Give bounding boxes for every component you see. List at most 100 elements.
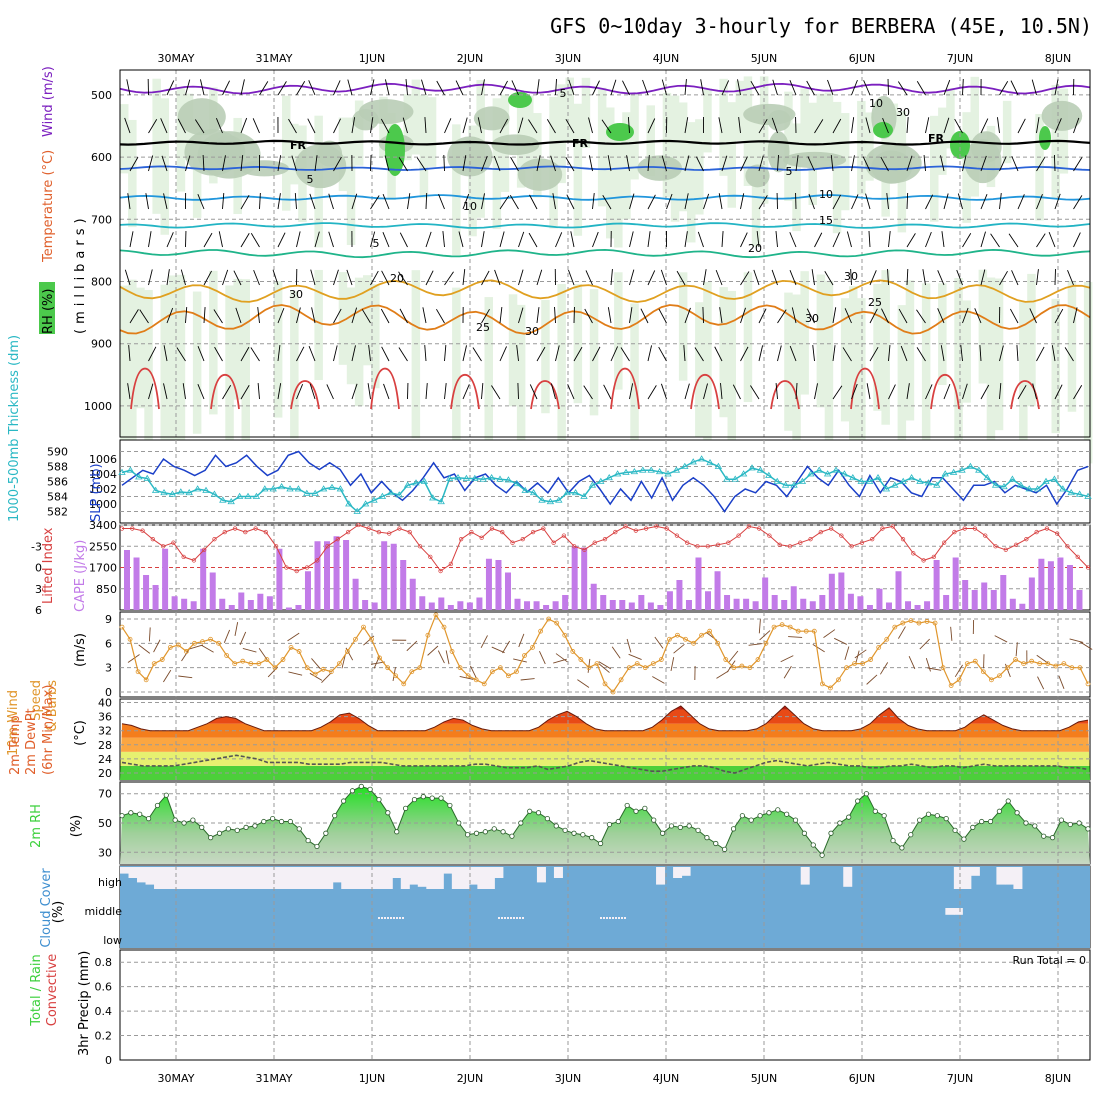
barb (1067, 269, 1074, 286)
barb (703, 383, 708, 400)
barb (832, 194, 841, 210)
precip-tick-0: 0 (105, 1054, 112, 1067)
rh-marker (465, 832, 471, 838)
contour-labels: 5 FR FR FR 5 5 10 10 15 5 20 20 25 25 30 30 10 30 30 30 (289, 87, 945, 338)
barb (308, 345, 316, 362)
barb (438, 193, 445, 210)
barb (218, 231, 223, 248)
barb (851, 117, 855, 134)
barb (999, 193, 1002, 210)
precip-tick-0.6: 0.6 (95, 981, 113, 994)
li-tick-0: 0 (35, 562, 42, 575)
thickness-marker (916, 477, 924, 484)
barb (1064, 347, 1074, 362)
thickness-marker (177, 488, 185, 495)
cape-bar (733, 598, 740, 610)
wind-marker (192, 640, 197, 646)
barb (660, 269, 667, 286)
thickness-marker (790, 481, 798, 488)
barb (887, 269, 889, 286)
barb (897, 81, 908, 96)
wind-barb-10m (469, 665, 477, 679)
ylabel-total-rain: Total / Rain (29, 954, 44, 1027)
barb (922, 269, 926, 286)
lifted-marker (654, 524, 659, 529)
lifted-marker (479, 535, 484, 540)
barb (383, 383, 390, 400)
thickness-marker (210, 490, 219, 497)
barb (257, 307, 260, 324)
barb (954, 118, 963, 134)
thickness-marker (588, 481, 597, 488)
barb (277, 81, 287, 96)
barb (684, 117, 689, 134)
temp-tick-28: 28 (98, 739, 112, 752)
thickness-marker (773, 477, 781, 484)
wind-marker (489, 669, 495, 675)
thickness-marker (429, 494, 437, 501)
wind-marker (425, 632, 431, 638)
thickness-marker (160, 488, 168, 496)
wind-marker (844, 665, 849, 671)
contour-35 (290, 380, 320, 410)
barb (222, 269, 229, 286)
lifted-marker (777, 542, 782, 547)
rh-marker (1032, 823, 1038, 829)
rh-marker (730, 826, 737, 832)
barb (203, 307, 206, 324)
barb (233, 270, 242, 286)
barb (277, 193, 281, 210)
thickness-marker (235, 492, 244, 499)
barb (583, 385, 593, 400)
barb (777, 155, 779, 172)
wind-marker (481, 681, 487, 687)
thickness-marker (748, 464, 756, 471)
barb (1054, 79, 1059, 96)
wind-marker (586, 665, 592, 671)
barb (1016, 345, 1019, 362)
cloud-tick-low: low (103, 934, 122, 947)
rh-marker (137, 811, 143, 817)
cape-bar (466, 602, 473, 610)
barb (592, 346, 601, 362)
high-cloud-gap (962, 867, 972, 889)
barb (906, 155, 913, 172)
rh-marker (385, 810, 391, 816)
barb (296, 231, 301, 248)
cape-bar (609, 600, 616, 610)
barb (328, 231, 334, 248)
rh-marker (411, 796, 418, 803)
barb (326, 384, 334, 400)
wind-barb-10m (626, 638, 632, 653)
wind-marker (650, 661, 656, 667)
chart-title: GFS 0~10day 3-hourly for BERBERA (45E, 1… (550, 14, 1092, 38)
wind-marker (828, 685, 833, 691)
wind-barb-10m (577, 679, 590, 688)
wind-marker (151, 661, 157, 667)
barb (732, 384, 741, 400)
cape-bar (1066, 565, 1073, 610)
barb (163, 383, 168, 400)
barb (380, 118, 390, 134)
barb (145, 193, 149, 210)
barb (960, 345, 963, 362)
barb (851, 155, 855, 172)
wind-marker (465, 673, 471, 679)
barb (1073, 195, 1083, 210)
barb (584, 308, 593, 324)
barb (721, 80, 730, 96)
cape-bar (685, 600, 692, 610)
barb (607, 155, 612, 172)
rh-marker (438, 795, 444, 801)
thickness-marker (1050, 475, 1059, 482)
cape-bar (590, 583, 597, 610)
ylabel-rh: RH (%) (41, 289, 56, 334)
cape-bar (933, 560, 940, 610)
barb (962, 78, 964, 96)
bottom-tick-8JUN: 8JUN (1045, 1072, 1072, 1085)
lifted-marker (911, 551, 916, 556)
cape-bar (981, 582, 988, 610)
slp-tick-1002: 1002 (89, 483, 117, 496)
rh-marker (872, 808, 878, 814)
barb (311, 307, 316, 324)
